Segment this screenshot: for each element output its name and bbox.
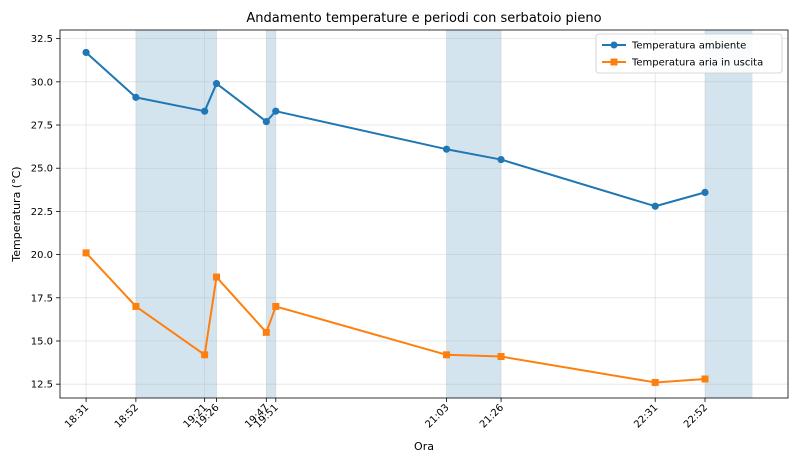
data-point-0-1 <box>132 93 140 101</box>
data-point-0-9 <box>701 188 709 197</box>
y-tick-label: 32.5 <box>31 34 53 45</box>
data-point-0-2 <box>201 107 209 115</box>
data-point-0-6 <box>442 145 451 153</box>
shaded-periods <box>135 30 753 398</box>
y-axis-label: Temperatura (°C) <box>10 166 23 262</box>
y-tick-label: 25.0 <box>31 164 53 175</box>
y-tick-label: 17.5 <box>31 293 53 304</box>
data-point-1-3 <box>213 273 221 281</box>
x-tick-label: 21:26 <box>478 402 506 430</box>
legend-label-ambiente: Temperatura ambiente <box>631 41 746 52</box>
shaded-period-1 <box>266 30 276 398</box>
series-line-0 <box>85 51 706 208</box>
x-tick-label: 22:52 <box>682 402 710 430</box>
grid-lines <box>60 30 788 398</box>
y-tick-label: 27.5 <box>31 121 53 132</box>
shaded-period-3 <box>705 30 753 398</box>
legend: Temperatura ambiente Temperatura aria in… <box>595 33 783 74</box>
legend-box <box>595 33 783 74</box>
x-tick-label: 18:31 <box>63 402 91 430</box>
data-point-0-0 <box>82 48 90 57</box>
legend-marker-ambiente <box>610 41 618 49</box>
chart-title: Andamento temperature e periodi con serb… <box>246 11 601 26</box>
series-line-1 <box>85 252 706 384</box>
y-tick-label: 15.0 <box>31 336 53 347</box>
x-tick-label: 18:52 <box>113 402 141 430</box>
data-point-0-5 <box>272 107 280 115</box>
x-axis-label: Ora <box>414 440 434 453</box>
legend-label-uscita: Temperatura aria in uscita <box>631 58 763 69</box>
data-point-1-2 <box>201 351 209 359</box>
data-point-1-0 <box>82 249 90 257</box>
legend-marker-uscita <box>610 58 618 66</box>
data-point-1-7 <box>497 353 505 361</box>
data-point-0-7 <box>497 155 505 164</box>
y-tick-label: 30.0 <box>31 77 53 88</box>
data-point-0-3 <box>212 79 221 88</box>
data-point-0-4 <box>262 117 270 126</box>
y-tick-label: 20.0 <box>31 250 53 261</box>
y-tick-label: 22.5 <box>31 207 53 218</box>
plot-frame <box>59 29 789 399</box>
data-point-1-6 <box>443 351 451 359</box>
data-point-1-5 <box>272 302 280 310</box>
x-tick-label: 21:03 <box>423 402 451 430</box>
data-point-0-8 <box>651 202 659 210</box>
data-point-1-1 <box>132 302 140 310</box>
data-point-1-8 <box>651 378 659 386</box>
x-tick-label: 22:31 <box>632 402 660 430</box>
shaded-period-2 <box>446 30 502 398</box>
shaded-period-0 <box>135 30 217 398</box>
y-tick-label: 12.5 <box>31 380 53 391</box>
data-point-1-4 <box>262 328 270 336</box>
y-axis: 12.5 15.0 17.5 20.0 22.5 25.0 27.5 30.0 32.5 <box>31 34 60 391</box>
series-group <box>82 48 709 386</box>
data-point-1-9 <box>701 375 709 383</box>
